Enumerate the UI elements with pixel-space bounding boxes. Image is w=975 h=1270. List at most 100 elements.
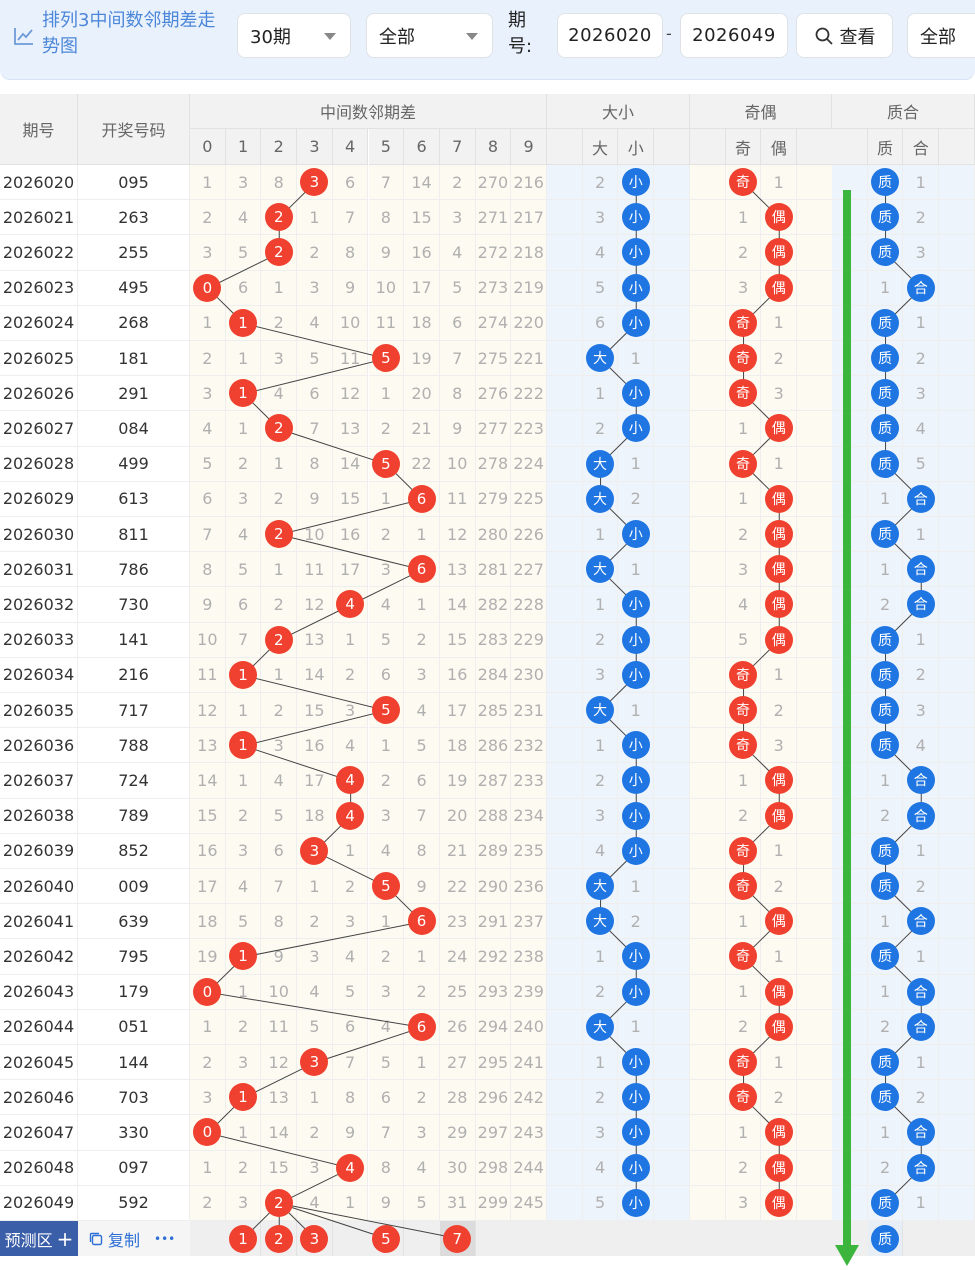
issue-to-input[interactable]: 2026049 [680,13,788,58]
mid-diff-cell: 13 [297,622,333,658]
draw-number-cell: 613 [78,481,190,517]
odd-spacer-right [797,341,833,377]
mid-diff-cell: 5 [368,693,405,729]
odd-spacer [690,833,726,869]
more-icon[interactable]: ••• [154,1231,176,1246]
prime-cell: 质 [867,200,904,236]
size-cell: 1 [618,446,655,482]
mid-diff-ball: 3 [300,168,329,197]
prediction-cell[interactable]: 1 [225,1221,262,1256]
mid-diff-cell: 6 [297,376,333,412]
period-count-value: 30期 [250,26,291,48]
odd-cell: 偶 [761,235,798,271]
mid-diff-cell: 239 [511,974,547,1010]
all-button[interactable]: 全部 [907,13,975,58]
column-group-odd-even: 奇偶 [690,94,832,129]
prime-cell: 合 [903,270,940,306]
mid-diff-cell: 6 [261,833,298,869]
odd-spacer [690,1150,726,1186]
mid-diff-cell: 223 [511,411,547,447]
draw-number-cell: 095 [78,165,190,201]
prime-cell: 1 [903,305,940,341]
prediction-cell[interactable]: 3 [297,1221,333,1256]
mid-diff-cell: 224 [511,446,547,482]
mid-diff-cell: 6 [404,552,440,588]
odd-cell: 1 [725,411,762,447]
odd-ball: 奇 [729,1048,758,1077]
mid-diff-cell: 1 [225,341,262,377]
mid-diff-cell: 4 [368,833,405,869]
mid-diff-cell: 17 [404,270,440,306]
odd-spacer-right [797,1185,833,1221]
trend-chart-icon [14,28,33,45]
mid-diff-ball: 2 [264,203,293,232]
odd-spacer-right [797,869,833,905]
prediction-cell[interactable]: 7 [439,1221,476,1256]
size-spacer [547,411,583,447]
odd-cell: 2 [725,517,762,553]
copy-label: 复制 [108,1230,141,1250]
size-ball: 小 [621,520,650,549]
mid-diff-cell: 1 [404,517,440,553]
size-header-1: 小 [618,129,655,165]
view-button[interactable]: 查看 [796,13,893,58]
copy-button[interactable]: 复制 ••• [78,1221,190,1256]
mid-diff-cell: 1 [225,411,262,447]
mid-diff-cell: 4 [332,728,369,764]
mid-diff-cell: 1 [190,305,226,341]
odd-spacer [690,446,726,482]
odd-cell: 偶 [761,517,798,553]
mid-diff-cell: 2 [190,200,226,236]
prime-cell: 合 [903,974,940,1010]
mid-diff-cell: 291 [475,904,512,940]
odd-spacer [690,587,726,623]
odd-spacer [690,1080,726,1116]
prime-ball: 合 [906,273,935,302]
size-cell: 小 [618,376,655,412]
prime-cell: 质 [867,446,904,482]
issue-from-input[interactable]: 2026020 [557,13,663,58]
size-cell: 小 [618,517,655,553]
size-spacer-right [654,763,690,799]
prediction-cell[interactable]: 5 [368,1221,405,1256]
prediction-area-button[interactable]: 预测区 + [0,1221,78,1256]
mid-diff-cell: 8 [261,165,298,201]
mid-diff-ball: 4 [336,766,365,795]
mid-diff-cell: 3 [261,341,298,377]
mid-diff-cell: 276 [475,376,512,412]
mid-diff-ball: 0 [193,273,222,302]
period-count-select[interactable]: 30期 [237,13,351,58]
size-cell: 2 [618,481,655,517]
size-cell: 2 [582,165,619,201]
mid-diff-ball: 1 [229,660,258,689]
odd-spacer [690,728,726,764]
odd-spacer [690,481,726,517]
mid-diff-cell: 0 [190,974,226,1010]
odd-cell: 1 [725,200,762,236]
size-header-0: 大 [582,129,619,165]
mid-diff-cell: 10 [368,270,405,306]
prime-spacer-right [939,270,975,306]
mid-diff-cell: 7 [368,165,405,201]
prediction-prime-cell[interactable]: 质 [867,1221,904,1256]
odd-cell: 偶 [761,974,798,1010]
odd-cell: 1 [761,939,798,975]
mid-diff-ball: 3 [300,1048,329,1077]
mid-diff-cell: 1 [297,869,333,905]
prime-cell: 质 [867,622,904,658]
odd-ball: 偶 [764,801,793,830]
mid-diff-cell: 3 [439,200,476,236]
draw-number-cell: 181 [78,341,190,377]
odd-cell: 3 [725,1185,762,1221]
size-spacer-right [654,552,690,588]
mid-diff-cell: 240 [511,1009,547,1045]
odd-ball: 奇 [729,308,758,337]
size-ball: 小 [621,660,650,689]
prime-cell: 2 [903,657,940,693]
prediction-cell[interactable]: 2 [261,1221,298,1256]
filter-select[interactable]: 全部 [366,13,493,58]
mid-diff-cell: 10 [261,974,298,1010]
mid-diff-cell: 9 [332,270,369,306]
prime-cell: 1 [903,833,940,869]
mid-diff-cell: 2 [261,517,298,553]
